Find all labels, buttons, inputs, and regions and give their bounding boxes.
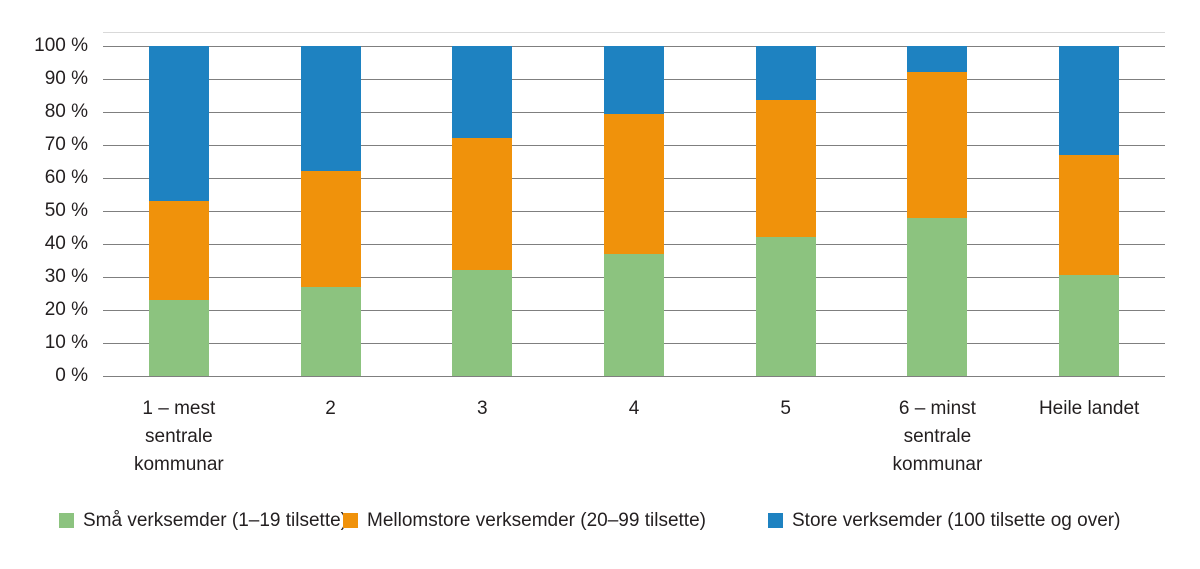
bar-segment-series1-cat5: [755, 237, 816, 376]
legend-swatch-icon: [768, 513, 783, 528]
bar-segment-series2-cat5: [755, 100, 816, 238]
bar-segment-series3-cat3: [452, 46, 513, 139]
bar-segment-series1-cat3: [452, 270, 513, 376]
y-tick-label-30: 30 %: [44, 266, 88, 287]
category-label-4: 4: [628, 398, 640, 419]
bar-column-6: [907, 46, 968, 376]
bar-segment-series2-cat6: [907, 72, 968, 218]
legend-swatch-icon: [343, 513, 358, 528]
y-tick-label-100: 100 %: [34, 35, 88, 56]
legend-item-3: Store verksemder (100 tilsette og over): [768, 510, 1120, 532]
bar-segment-series3-cat5: [755, 46, 816, 101]
y-tick-label-80: 80 %: [44, 101, 88, 122]
legend-item-1: Små verksemder (1–19 tilsette): [59, 510, 347, 532]
legend-label-1: Små verksemder (1–19 tilsette): [83, 510, 347, 531]
y-tick-label-60: 60 %: [44, 167, 88, 188]
bar-column-7: [1059, 46, 1120, 376]
bar-segment-series1-cat7: [1059, 275, 1120, 376]
bar-column-5: [755, 46, 816, 376]
y-tick-label-0: 0 %: [55, 365, 88, 386]
category-label-5: 5: [780, 398, 791, 419]
y-tick-label-10: 10 %: [44, 332, 88, 353]
bar-segment-series2-cat7: [1059, 154, 1120, 276]
bar-segment-series1-cat4: [604, 253, 664, 376]
gridline-100: [103, 45, 1165, 47]
bar-segment-series1-cat2: [300, 286, 361, 376]
bar-segment-series2-cat3: [452, 138, 513, 271]
category-label-1: 1 – mest sentrale kommunar: [133, 398, 224, 475]
legend-item-2: Mellomstore verksemder (20–99 tilsette): [343, 510, 706, 532]
category-label-7: Heile landet: [1038, 398, 1140, 419]
bar-segment-series3-cat4: [604, 46, 664, 114]
category-label-2: 2: [325, 398, 336, 419]
bar-column-4: [604, 46, 664, 376]
bar-column-1: [148, 46, 209, 376]
y-tick-label-40: 40 %: [44, 233, 88, 254]
legend-swatch-icon: [59, 513, 74, 528]
bar-segment-series3-cat2: [300, 46, 361, 172]
bar-segment-series1-cat1: [148, 300, 209, 376]
legend-label-3: Store verksemder (100 tilsette og over): [792, 510, 1121, 531]
bar-segment-series2-cat2: [300, 171, 361, 287]
bar-column-2: [300, 46, 361, 376]
plot-top-border: [103, 32, 1165, 33]
y-tick-label-70: 70 %: [44, 134, 88, 155]
category-label-3: 3: [476, 398, 488, 419]
y-tick-label-20: 20 %: [44, 299, 88, 320]
bar-segment-series1-cat6: [907, 217, 968, 376]
category-label-6: 6 – minst sentrale kommunar: [892, 398, 983, 475]
y-tick-label-90: 90 %: [44, 68, 88, 89]
legend-label-2: Mellomstore verksemder (20–99 tilsette): [367, 510, 706, 531]
bar-segment-series2-cat4: [604, 113, 664, 254]
y-tick-label-50: 50 %: [44, 200, 88, 221]
bar-segment-series3-cat1: [148, 46, 209, 202]
bar-segment-series3-cat7: [1059, 46, 1120, 155]
bar-segment-series3-cat6: [907, 46, 968, 73]
plot-area: [103, 45, 1165, 377]
bar-column-3: [452, 46, 513, 376]
gridline-0: [103, 375, 1165, 377]
bar-segment-series2-cat1: [148, 201, 209, 301]
